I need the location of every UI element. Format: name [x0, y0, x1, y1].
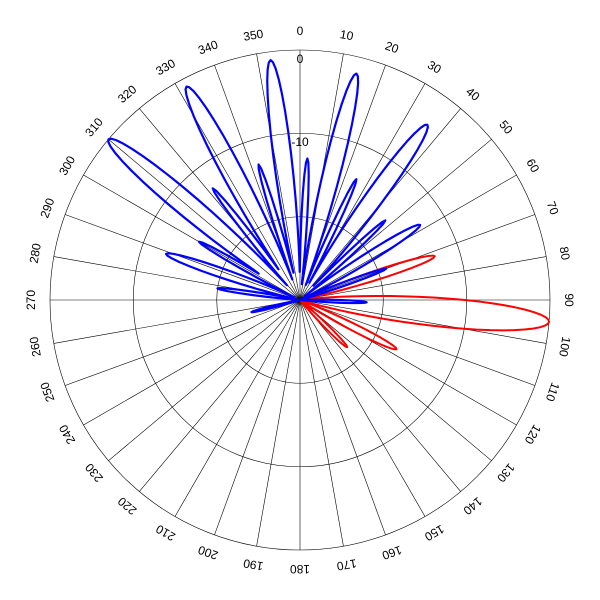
- angle-label: 190: [242, 556, 264, 573]
- angle-label: 230: [82, 460, 106, 485]
- angle-label: 280: [27, 242, 44, 264]
- angle-label: 90: [562, 293, 576, 307]
- polar-radiation-chart: 0 10 20 30 40 50 60 70 80 90 100 110 120130 140 150 160…: [0, 0, 600, 600]
- series-blue-pattern: [108, 60, 428, 312]
- series: [108, 60, 549, 349]
- angle-label: 20: [383, 39, 401, 57]
- angle-label: 140: [460, 494, 485, 518]
- angle-label: 30: [425, 58, 444, 77]
- grid-spoke: [257, 300, 300, 546]
- angle-label: 290: [37, 196, 57, 220]
- angle-label: 250: [37, 380, 57, 404]
- angle-label: 310: [82, 115, 106, 140]
- radial-label: -10: [291, 135, 309, 149]
- angle-label: 200: [196, 543, 220, 563]
- angle-label: 160: [380, 543, 404, 563]
- angle-label: 170: [335, 556, 357, 573]
- angle-label: 0: [297, 24, 304, 38]
- angle-label: 110: [543, 381, 563, 404]
- angle-label: 10: [339, 27, 355, 43]
- angle-label: 300: [56, 153, 78, 178]
- angle-label: 70: [544, 199, 562, 217]
- angle-label: 220: [115, 494, 140, 518]
- grid-spoke: [300, 300, 425, 517]
- angle-label: 350: [242, 27, 264, 44]
- angle-label: 100: [556, 336, 573, 358]
- angle-label: 80: [557, 246, 573, 262]
- grid-spoke: [65, 300, 300, 386]
- grid-spoke: [300, 300, 343, 546]
- angle-label: 40: [463, 84, 482, 104]
- angle-label: 180: [290, 562, 310, 576]
- grid-spoke: [300, 300, 535, 386]
- angle-label: 50: [496, 118, 516, 137]
- grid-spoke: [54, 300, 300, 343]
- grid-spoke: [175, 300, 300, 517]
- angle-label: 60: [523, 156, 542, 175]
- angle-label: 240: [56, 422, 78, 447]
- angle-label: 150: [422, 522, 447, 544]
- angle-label: 130: [494, 461, 518, 486]
- angle-label: 270: [24, 290, 38, 310]
- grid-spoke: [300, 300, 386, 535]
- angle-label: 260: [27, 335, 44, 357]
- radial-label: 0: [297, 52, 304, 66]
- angle-label: 340: [196, 37, 220, 57]
- angle-label: 210: [153, 522, 178, 544]
- grid-spoke: [83, 300, 300, 425]
- angle-label: 330: [153, 56, 178, 78]
- angle-label: 120: [522, 422, 544, 447]
- angle-label: 320: [115, 82, 140, 106]
- grid-spoke: [214, 300, 300, 535]
